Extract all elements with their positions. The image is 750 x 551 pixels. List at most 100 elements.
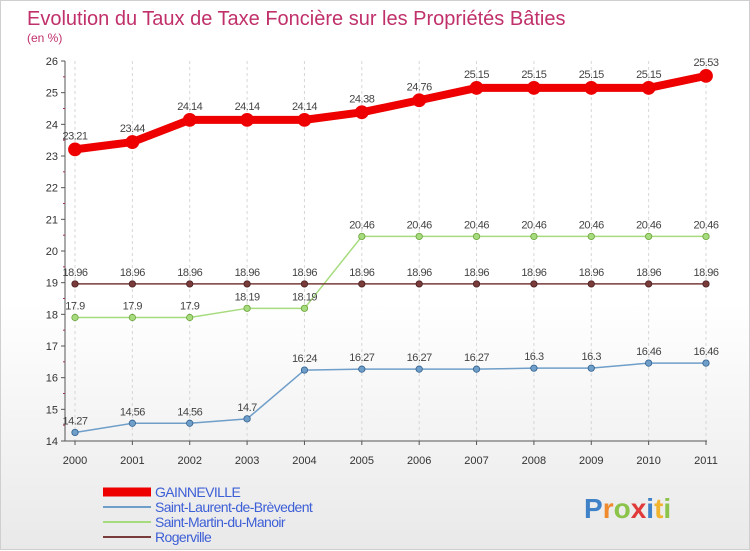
data-label: 20.46 <box>579 219 604 231</box>
legend: GAINNEVILLESaint-Laurent-de-BrèvedentSai… <box>103 484 313 545</box>
x-tick-label: 2005 <box>350 455 374 467</box>
data-label: 18.96 <box>636 267 661 279</box>
y-tick-label: 22 <box>46 183 58 195</box>
y-tick-label: 19 <box>46 278 58 290</box>
data-point <box>240 113 254 127</box>
y-tick-label: 21 <box>46 214 58 226</box>
y-tick-label: 14 <box>46 436 58 448</box>
data-label: 17.9 <box>65 301 85 313</box>
x-tick-label: 2010 <box>636 455 660 467</box>
data-label: 24.14 <box>292 101 317 113</box>
legend-label: Saint-Martin-du-Manoir <box>155 514 286 530</box>
data-label: 16.27 <box>464 352 489 364</box>
data-point <box>182 113 197 127</box>
data-label: 18.19 <box>292 291 317 303</box>
data-label: 16.46 <box>693 346 718 358</box>
data-label: 25.15 <box>521 69 546 81</box>
grid-layer <box>74 61 707 441</box>
data-point <box>300 304 309 312</box>
data-point <box>645 232 653 241</box>
data-point <box>472 280 481 288</box>
series-line <box>75 235 706 319</box>
data-point <box>587 232 595 241</box>
data-point <box>415 232 423 241</box>
data-label: 16.27 <box>349 352 374 364</box>
data-point <box>699 68 713 83</box>
data-point <box>128 419 136 427</box>
data-point <box>358 280 366 288</box>
series-Rogerville: 18.96 18.96 18.96 18.96 18.96 18.96 18.96 18.96… <box>62 267 719 288</box>
data-label: 18.96 <box>235 267 260 279</box>
series-Saint-Martin-du-Manoir: 17.9 17.9 17.9 18.19 18.19 20.46 20.46 20.46 20.… <box>65 219 719 322</box>
data-point <box>645 280 653 288</box>
data-label: 17.9 <box>123 301 143 313</box>
data-point <box>186 419 194 427</box>
data-label: 24.76 <box>407 81 432 93</box>
x-tick-label: 2000 <box>63 455 87 467</box>
x-tick-label: 2008 <box>522 455 546 467</box>
data-label: 20.46 <box>693 219 718 231</box>
data-label: 24.14 <box>235 101 260 113</box>
y-tick-label: 15 <box>46 404 58 416</box>
data-label: 25.15 <box>636 69 661 81</box>
data-point <box>702 232 710 241</box>
y-tick-label: 20 <box>46 246 58 258</box>
data-label: 20.46 <box>349 219 374 231</box>
y-tick-label: 17 <box>46 341 58 353</box>
proxiti-logo: Proxiti <box>584 493 671 524</box>
data-point <box>645 359 653 367</box>
data-point <box>68 142 82 157</box>
y-axis-unit-label: (en %) <box>27 31 62 45</box>
data-label: 20.46 <box>464 219 489 231</box>
data-label: 18.96 <box>120 267 145 279</box>
data-label: 17.9 <box>180 301 200 313</box>
data-point <box>128 313 136 322</box>
data-label: 18.96 <box>349 267 374 279</box>
data-label: 20.46 <box>407 219 432 231</box>
series-GAINNEVILLE: 23.21 23.44 24.14 24.14 24.14 24.38 24.76 25.15… <box>62 57 719 157</box>
data-point <box>587 280 595 288</box>
series-line <box>74 71 707 154</box>
y-tick-label: 26 <box>46 56 58 68</box>
data-label: 14.7 <box>237 402 257 414</box>
data-point <box>641 81 656 95</box>
data-point <box>472 365 481 373</box>
data-point <box>128 280 136 288</box>
x-tick-label: 2003 <box>235 455 259 467</box>
x-tick-label: 2007 <box>464 455 488 467</box>
legend-item: GAINNEVILLE <box>103 484 241 500</box>
x-tick-label: 2011 <box>694 455 718 467</box>
y-tick-label: 23 <box>46 151 58 163</box>
data-point <box>354 105 369 120</box>
x-tick-label: 2009 <box>579 455 603 467</box>
data-label: 25.15 <box>579 69 604 81</box>
chart-title: Evolution du Taux de Taxe Foncière sur l… <box>27 8 565 30</box>
data-label: 18.96 <box>464 267 489 279</box>
data-label: 16.3 <box>582 351 602 363</box>
legend-item: Rogerville <box>103 529 213 545</box>
y-tick-label: 18 <box>46 309 58 321</box>
y-tick-label: 25 <box>46 88 58 100</box>
series-line <box>74 362 706 434</box>
axis-layer: 14 15 16 17 18 19 20 21 22 23 24 25 26 2000 2001 2002 20… <box>46 56 718 467</box>
logo-text: Proxiti <box>584 493 671 524</box>
data-point <box>530 232 538 241</box>
data-point <box>469 81 484 95</box>
data-label: 18.96 <box>177 267 202 279</box>
data-point <box>412 93 427 108</box>
legend-item: Saint-Martin-du-Manoir <box>103 514 286 530</box>
y-tick-label: 16 <box>46 373 58 385</box>
data-point <box>415 280 423 288</box>
data-label: 18.19 <box>235 291 260 303</box>
legend-label: GAINNEVILLE <box>155 484 240 500</box>
data-label: 16.27 <box>407 352 432 364</box>
series-Saint-Laurent-de-Brèvedent: 14.27 14.56 14.56 14.7 16.24 16.27 16.27 16.27 1… <box>62 346 719 437</box>
data-label: 18.96 <box>62 267 87 279</box>
data-label: 14.27 <box>62 415 87 427</box>
data-label: 14.56 <box>120 406 145 418</box>
data-label: 24.38 <box>349 93 374 105</box>
data-point <box>186 313 194 322</box>
data-label: 18.96 <box>693 267 718 279</box>
data-label: 24.14 <box>177 101 202 113</box>
